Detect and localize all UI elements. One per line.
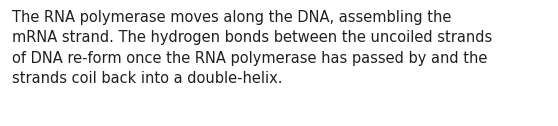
Text: The RNA polymerase moves along the DNA, assembling the
mRNA strand. The hydrogen: The RNA polymerase moves along the DNA, … (12, 10, 492, 86)
